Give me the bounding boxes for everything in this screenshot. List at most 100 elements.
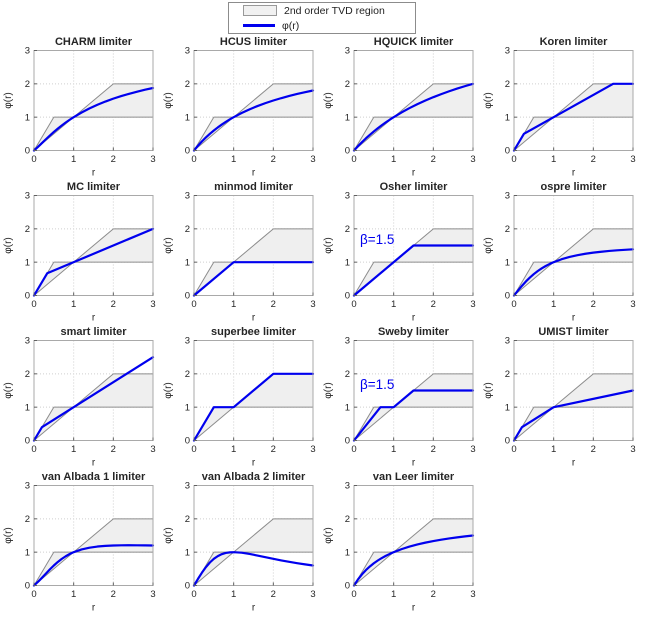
- y-tick-label: 2: [25, 79, 30, 90]
- legend: 2nd order TVD region φ(r): [228, 2, 416, 34]
- x-tick-label: 2: [111, 299, 116, 310]
- x-tick-label: 1: [231, 154, 236, 165]
- phi-line-swatch: [243, 24, 275, 27]
- limiter-curve: [192, 372, 315, 442]
- plot-title: Koren limiter: [539, 36, 608, 48]
- tvd-region-swatch: [243, 5, 277, 16]
- x-axis-label: r: [92, 168, 96, 179]
- legend-label: φ(r): [282, 19, 300, 32]
- x-tick-label: 1: [71, 444, 76, 455]
- y-axis-label: φ(r): [323, 527, 334, 543]
- axes-box: [513, 195, 634, 296]
- x-tick-label: 0: [31, 299, 36, 310]
- y-tick-label: 0: [505, 436, 510, 447]
- plot-sweby: 0 1 2 3 0 1 2 3 r φ(r) β=1.5: [323, 336, 476, 469]
- x-tick-label: 0: [351, 299, 356, 310]
- y-axis-label: φ(r): [3, 92, 14, 108]
- y-tick-label: 0: [345, 436, 350, 447]
- y-axis-label: φ(r): [483, 382, 494, 398]
- beta-annotation: β=1.5: [360, 232, 394, 247]
- x-tick-label: 1: [231, 589, 236, 600]
- x-axis-label: r: [92, 313, 96, 324]
- x-tick-label: 0: [351, 589, 356, 600]
- y-tick-label: 1: [185, 402, 190, 413]
- plot-ospre: 0 1 2 3 0 1 2 3 r φ(r): [483, 191, 636, 324]
- y-tick-label: 2: [185, 79, 190, 90]
- tvd-region: [353, 83, 474, 151]
- x-axis-label: r: [572, 313, 576, 324]
- subplot-hquick: HQUICK limiter 0 1 2 3 0 1 2 3 r φ(r): [322, 36, 482, 181]
- x-tick-label: 0: [191, 589, 196, 600]
- plot-title: Osher limiter: [379, 181, 448, 193]
- x-tick-label: 2: [111, 154, 116, 165]
- x-tick-label: 1: [551, 299, 556, 310]
- y-tick-label: 2: [345, 514, 350, 525]
- y-tick-label: 3: [25, 481, 30, 492]
- y-axis-label: φ(r): [323, 382, 334, 398]
- y-tick-label: 0: [505, 146, 510, 157]
- y-tick-label: 1: [345, 112, 350, 123]
- y-tick-label: 1: [185, 257, 190, 268]
- axes-box: [353, 50, 474, 151]
- x-tick-label: 0: [511, 444, 516, 455]
- plot-van-leer: 0 1 2 3 0 1 2 3 r φ(r): [323, 481, 476, 614]
- limiter-curve: [32, 86, 155, 152]
- y-tick-label: 3: [505, 46, 510, 57]
- x-tick-label: 2: [591, 154, 596, 165]
- limiter-curve: [32, 356, 155, 442]
- y-tick-label: 2: [505, 369, 510, 380]
- y-tick-label: 3: [185, 46, 190, 57]
- y-axis-label: φ(r): [323, 92, 334, 108]
- limiter-curve: [512, 248, 635, 297]
- tvd-region: [193, 373, 314, 441]
- x-tick-label: 3: [310, 154, 315, 165]
- x-tick-label: 3: [470, 444, 475, 455]
- y-axis-label: φ(r): [163, 527, 174, 543]
- y-tick-label: 1: [25, 257, 30, 268]
- x-tick-label: 2: [431, 589, 436, 600]
- limiter-curve: [32, 544, 155, 587]
- y-tick-label: 0: [25, 291, 30, 302]
- y-tick-label: 2: [185, 514, 190, 525]
- x-tick-label: 1: [391, 589, 396, 600]
- y-tick-label: 2: [25, 369, 30, 380]
- x-axis-label: r: [412, 603, 416, 614]
- beta-annotation: β=1.5: [360, 377, 394, 392]
- subplot-ospre: ospre limiter 0 1 2 3 0 1 2 3 r φ(r): [482, 181, 642, 326]
- x-tick-label: 0: [31, 154, 36, 165]
- x-tick-label: 0: [351, 154, 356, 165]
- y-tick-label: 0: [185, 581, 190, 592]
- plot-title: HCUS limiter: [219, 36, 288, 48]
- plot-koren: 0 1 2 3 0 1 2 3 r φ(r): [483, 46, 636, 179]
- limiter-curve: [512, 82, 635, 152]
- axes-box: [193, 485, 314, 586]
- plot-title: smart limiter: [60, 326, 127, 338]
- plot-van-albada-2: 0 1 2 3 0 1 2 3 r φ(r): [163, 481, 316, 614]
- limiter-curve: [352, 82, 475, 152]
- y-tick-label: 0: [25, 146, 30, 157]
- limiter-curve: [352, 534, 475, 587]
- plot-title: van Albada 1 limiter: [41, 471, 146, 483]
- subplot-osher: Osher limiter 0 1 2 3 0 1 2 3 r φ(r) β=1.5: [322, 181, 482, 326]
- subplot-hcus: HCUS limiter 0 1 2 3 0 1 2 3 r φ(r): [162, 36, 322, 181]
- x-tick-label: 3: [630, 154, 635, 165]
- x-axis-label: r: [252, 458, 256, 469]
- y-tick-label: 2: [505, 79, 510, 90]
- subplot-superbee: superbee limiter 0 1 2 3 0 1 2 3 r φ(r): [162, 326, 322, 471]
- x-tick-label: 2: [431, 444, 436, 455]
- x-tick-label: 0: [191, 444, 196, 455]
- x-tick-label: 2: [271, 444, 276, 455]
- plot-charm: 0 1 2 3 0 1 2 3 r φ(r): [3, 46, 156, 179]
- subplot-sweby: Sweby limiter 0 1 2 3 0 1 2 3 r φ(r) β=1.5: [322, 326, 482, 471]
- x-axis-label: r: [412, 313, 416, 324]
- x-axis-label: r: [92, 458, 96, 469]
- subplot-smart: smart limiter 0 1 2 3 0 1 2 3 r φ(r): [2, 326, 162, 471]
- plot-title: superbee limiter: [211, 326, 296, 338]
- y-tick-label: 3: [25, 46, 30, 57]
- plot-hquick: 0 1 2 3 0 1 2 3 r φ(r): [323, 46, 476, 179]
- axes-box: [513, 50, 634, 151]
- y-tick-label: 1: [25, 547, 30, 558]
- plot-title: van Albada 2 limiter: [201, 471, 306, 483]
- x-tick-label: 2: [111, 589, 116, 600]
- y-tick-label: 3: [185, 191, 190, 202]
